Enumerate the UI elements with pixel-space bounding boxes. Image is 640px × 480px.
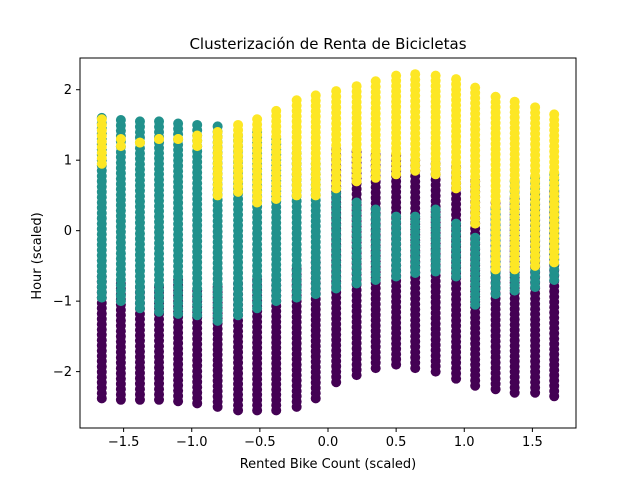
data-point (271, 105, 282, 116)
axes-layer: −1.5 −1.0 −0.5 0.0 0.5 1.0 1.5 −2 −1 0 1 2 (53, 57, 577, 450)
data-point (115, 141, 126, 152)
x-tick-label: −1.5 (108, 435, 140, 450)
x-tick-label: 1.5 (522, 435, 543, 450)
y-tick-label: −2 (53, 365, 72, 380)
data-point (451, 74, 462, 85)
data-point (549, 109, 560, 120)
data-point (331, 86, 342, 97)
data-point (470, 82, 481, 93)
y-tick-label: 0 (64, 224, 72, 239)
data-point (233, 119, 244, 130)
data-point (154, 116, 165, 127)
data-point (96, 114, 107, 125)
data-point (115, 134, 126, 145)
x-tick-label: −0.5 (244, 435, 276, 450)
data-point (192, 130, 203, 141)
data-point (430, 70, 441, 81)
data-point (370, 76, 381, 87)
data-point (173, 118, 184, 129)
data-point (252, 114, 263, 125)
data-point (310, 90, 321, 101)
data-point (134, 116, 145, 127)
x-tick-label: 0.0 (318, 435, 339, 450)
data-point (509, 96, 520, 107)
data-point (134, 137, 145, 148)
data-point (370, 204, 381, 215)
data-point (351, 81, 362, 92)
data-point (173, 134, 184, 145)
data-point (490, 91, 501, 102)
data-point (430, 204, 441, 215)
data-point (115, 115, 126, 126)
data-point (391, 70, 402, 81)
y-tick-label: −1 (53, 295, 72, 310)
data-point (192, 119, 203, 130)
data-point (530, 102, 541, 113)
x-tick-label: −1.0 (176, 435, 208, 450)
y-tick-label: 1 (64, 154, 72, 169)
x-tick-label: 0.5 (386, 435, 407, 450)
chart-title: Clusterización de Renta de Bicicletas (189, 35, 466, 53)
data-point (410, 69, 421, 80)
data-point (291, 95, 302, 106)
data-point (451, 218, 462, 229)
y-tick-label: 2 (64, 83, 72, 98)
x-axis-label: Rented Bike Count (scaled) (240, 457, 417, 472)
cluster-2-points (96, 69, 560, 275)
data-point (470, 232, 481, 243)
data-point (351, 197, 362, 208)
x-tick-label: 1.0 (454, 435, 475, 450)
data-point (391, 211, 402, 222)
data-point (154, 134, 165, 145)
y-axis-label: Hour (scaled) (30, 212, 45, 299)
points-layer (96, 69, 560, 416)
data-point (410, 211, 421, 222)
data-point (212, 127, 223, 137)
